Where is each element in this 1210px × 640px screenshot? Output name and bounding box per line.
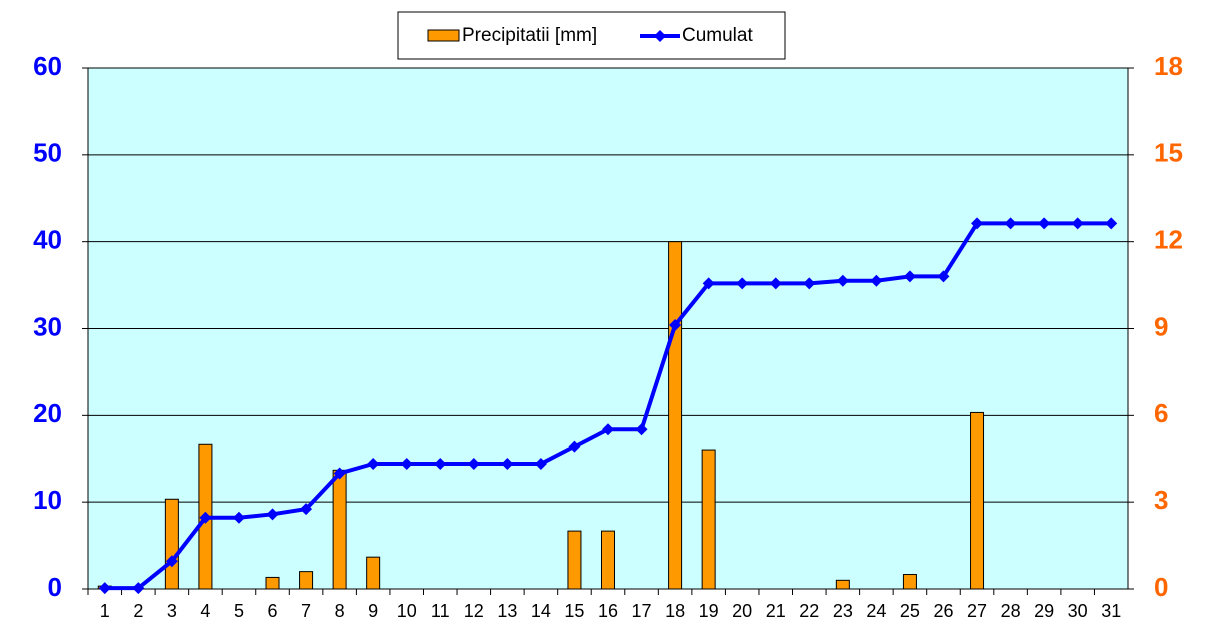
marker xyxy=(1071,217,1084,230)
y2-tick-label: 18 xyxy=(1154,51,1183,81)
x-tick-label: 6 xyxy=(268,601,278,621)
marker xyxy=(769,277,782,290)
legend-label: Cumulat xyxy=(682,25,753,46)
y2-tick-label: 9 xyxy=(1154,311,1168,341)
x-tick-label: 23 xyxy=(833,601,853,621)
marker xyxy=(434,457,447,470)
y2-tick-label: 12 xyxy=(1154,225,1183,255)
x-tick-label: 14 xyxy=(531,601,551,621)
x-tick-label: 9 xyxy=(368,601,378,621)
x-tick-label: 26 xyxy=(933,601,953,621)
x-tick-label: 29 xyxy=(1034,601,1054,621)
y-tick-label: 0 xyxy=(48,572,62,602)
bar xyxy=(567,530,582,590)
marker xyxy=(736,277,749,290)
marker xyxy=(501,457,514,470)
bar xyxy=(835,579,850,590)
y-tick-label: 30 xyxy=(33,311,62,341)
marker xyxy=(333,467,346,480)
marker xyxy=(635,423,648,436)
bar xyxy=(299,571,314,590)
x-tick-label: 12 xyxy=(464,601,484,621)
x-tick-label: 27 xyxy=(967,601,987,621)
marker xyxy=(702,277,715,290)
bar xyxy=(164,498,179,590)
x-tick-label: 20 xyxy=(732,601,752,621)
x-tick-label: 3 xyxy=(167,601,177,621)
bar xyxy=(265,576,280,590)
bar xyxy=(601,530,615,590)
x-tick-label: 7 xyxy=(301,601,311,621)
marker xyxy=(1038,217,1051,230)
x-tick-label: 2 xyxy=(133,601,143,621)
marker xyxy=(467,457,480,470)
x-tick-label: 18 xyxy=(665,601,685,621)
y-tick-label: 10 xyxy=(33,485,62,515)
marker xyxy=(937,270,950,283)
x-tick-label: 25 xyxy=(900,601,920,621)
bar xyxy=(668,241,683,590)
x-tick-label: 24 xyxy=(866,601,886,621)
x-tick-label: 21 xyxy=(766,601,786,621)
legend xyxy=(397,11,786,60)
legend-marker xyxy=(654,30,666,42)
bar xyxy=(701,449,716,590)
x-tick-label: 1 xyxy=(100,601,110,621)
y2-tick-label: 0 xyxy=(1154,572,1168,602)
marker xyxy=(568,440,581,453)
marker xyxy=(165,555,178,568)
y-tick-label: 50 xyxy=(33,138,62,168)
marker xyxy=(300,503,313,516)
x-tick-label: 17 xyxy=(632,601,652,621)
y-tick-label: 40 xyxy=(33,225,62,255)
x-tick-label: 4 xyxy=(200,601,210,621)
x-tick-label: 5 xyxy=(234,601,244,621)
marker xyxy=(232,511,245,524)
bar xyxy=(332,469,347,590)
marker xyxy=(870,274,883,287)
x-tick-label: 11 xyxy=(431,601,450,621)
bar xyxy=(902,574,917,590)
x-tick-label: 16 xyxy=(598,601,618,621)
y2-tick-label: 15 xyxy=(1154,138,1183,168)
marker xyxy=(132,582,145,595)
marker xyxy=(803,277,816,290)
bar xyxy=(970,411,985,590)
marker xyxy=(971,217,984,230)
marker xyxy=(98,582,111,595)
marker xyxy=(903,270,916,283)
y2-tick-label: 6 xyxy=(1154,398,1168,428)
x-tick-label: 31 xyxy=(1101,601,1121,621)
x-tick-label: 15 xyxy=(564,601,584,621)
marker xyxy=(669,319,682,332)
x-tick-label: 8 xyxy=(335,601,345,621)
y-tick-label: 60 xyxy=(33,51,62,81)
y-tick-label: 20 xyxy=(33,398,62,428)
marker xyxy=(266,508,279,521)
x-tick-label: 28 xyxy=(1001,601,1021,621)
legend-label: Precipitatii [mm] xyxy=(462,25,597,46)
marker xyxy=(400,457,413,470)
legend-swatch xyxy=(427,29,460,42)
marker xyxy=(367,457,380,470)
marker xyxy=(602,423,614,436)
x-tick-label: 10 xyxy=(397,601,417,621)
x-tick-label: 30 xyxy=(1068,601,1088,621)
x-tick-label: 22 xyxy=(799,601,819,621)
marker xyxy=(1105,217,1118,230)
marker xyxy=(199,511,212,524)
x-tick-label: 13 xyxy=(497,601,517,621)
marker xyxy=(1004,217,1017,230)
marker xyxy=(534,457,547,470)
marker xyxy=(836,274,849,287)
x-tick-label: 19 xyxy=(699,601,719,621)
y2-tick-label: 3 xyxy=(1154,485,1168,515)
bar xyxy=(366,556,381,590)
